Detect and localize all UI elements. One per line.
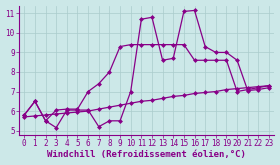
X-axis label: Windchill (Refroidissement éolien,°C): Windchill (Refroidissement éolien,°C) — [47, 150, 246, 159]
